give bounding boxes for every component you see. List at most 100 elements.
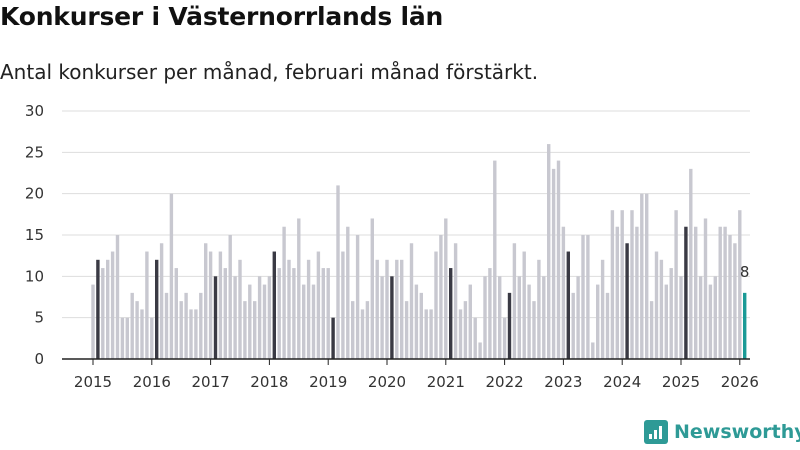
bar <box>370 218 374 359</box>
bar <box>527 284 531 359</box>
x-tick-label: 2025 <box>662 373 700 391</box>
bar <box>669 268 673 359</box>
bar <box>164 292 169 359</box>
bar <box>581 235 585 359</box>
bar <box>174 268 178 359</box>
bar <box>522 251 526 359</box>
bar <box>532 301 536 359</box>
bar <box>223 268 227 359</box>
last-value-label: 8 <box>740 263 750 281</box>
february-bar <box>155 259 159 359</box>
bar <box>556 160 561 359</box>
bar <box>615 226 619 359</box>
february-bar <box>331 317 335 359</box>
bar <box>659 259 664 359</box>
bar <box>355 235 360 359</box>
y-tick-label: 10 <box>25 267 44 285</box>
bar <box>473 317 477 359</box>
bar <box>468 284 472 359</box>
bar <box>257 276 262 359</box>
bar <box>723 226 727 359</box>
bar <box>106 259 110 359</box>
bar <box>703 218 708 359</box>
bar <box>238 259 242 359</box>
x-tick-label: 2016 <box>133 373 171 391</box>
bar <box>130 292 134 359</box>
february-bar <box>272 251 276 359</box>
bar <box>649 301 654 359</box>
bar <box>718 226 722 359</box>
bar <box>262 284 267 359</box>
bar <box>341 251 345 359</box>
bar <box>233 276 237 359</box>
bar <box>424 309 428 359</box>
bar <box>596 284 600 359</box>
bar <box>571 292 575 359</box>
bar <box>292 268 296 359</box>
bar <box>733 243 737 359</box>
x-tick-label: 2017 <box>192 373 230 391</box>
bar <box>115 235 120 359</box>
bar <box>591 342 595 359</box>
bar <box>419 292 423 359</box>
february-bar <box>566 251 570 359</box>
x-tick-label: 2024 <box>603 373 641 391</box>
bar <box>414 284 419 359</box>
bar <box>336 185 340 359</box>
bar <box>713 276 717 359</box>
bar <box>463 301 468 359</box>
bar <box>547 144 551 359</box>
bar <box>140 309 144 359</box>
bar <box>125 317 129 359</box>
bar <box>620 210 624 359</box>
bar <box>576 276 580 359</box>
bar <box>605 292 610 359</box>
bar <box>321 268 325 359</box>
x-tick-label: 2015 <box>74 373 112 391</box>
y-tick-label: 15 <box>25 226 44 244</box>
bar <box>253 301 257 359</box>
bar <box>267 276 272 359</box>
latest-bar <box>743 292 747 359</box>
bar <box>537 259 541 359</box>
bar <box>243 301 247 359</box>
x-tick-label: 2019 <box>309 373 347 391</box>
bar <box>351 301 355 359</box>
x-tick-label: 2023 <box>544 373 582 391</box>
bar <box>698 276 703 359</box>
february-bar <box>96 259 100 359</box>
bar <box>189 309 193 359</box>
y-tick-label: 5 <box>34 309 44 327</box>
bar <box>400 259 404 359</box>
bar <box>179 301 183 359</box>
bar <box>248 284 252 359</box>
bar <box>728 235 732 359</box>
bar <box>346 226 350 359</box>
chart-title: Konkurser i Västernorrlands län <box>0 2 444 31</box>
bar <box>542 276 546 359</box>
bar <box>586 235 590 359</box>
bar <box>458 309 463 359</box>
bar <box>488 268 492 359</box>
bar <box>120 317 125 359</box>
bar <box>434 251 438 359</box>
bar <box>385 259 389 359</box>
x-tick-label: 2020 <box>368 373 406 391</box>
y-tick-label: 20 <box>25 185 44 203</box>
bar <box>228 235 232 359</box>
bar <box>689 168 693 359</box>
bar <box>395 259 399 359</box>
bar <box>439 235 443 359</box>
february-bar <box>507 292 512 359</box>
x-tick-label: 2026 <box>721 373 759 391</box>
bar <box>483 276 487 359</box>
bar <box>610 210 615 359</box>
bar <box>708 284 713 359</box>
february-bar <box>625 243 629 359</box>
bar <box>635 226 639 359</box>
bar <box>404 301 409 359</box>
newsworthy-logo-icon <box>644 420 668 444</box>
bar <box>145 251 149 359</box>
y-tick-label: 25 <box>25 143 44 161</box>
bar <box>159 243 164 359</box>
